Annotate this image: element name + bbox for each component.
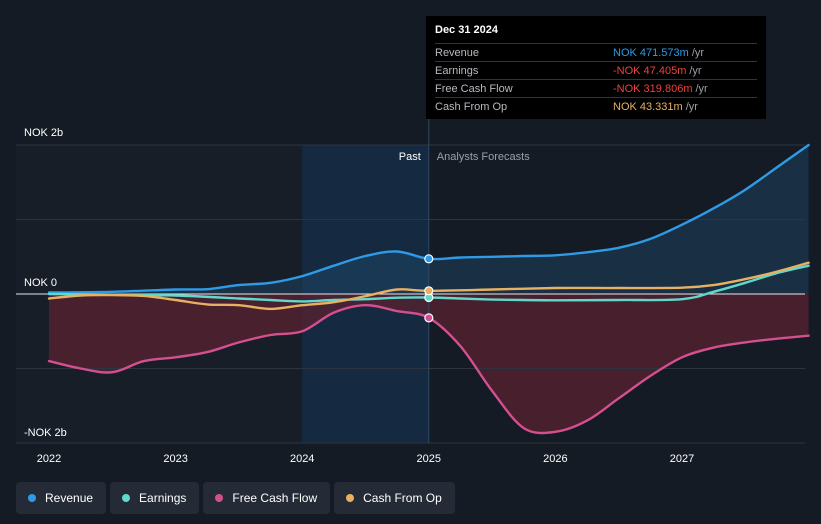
tooltip-date: Dec 31 2024 <box>435 24 498 36</box>
tooltip-value: NOK 471.573m <box>613 46 689 59</box>
tooltip-unit: /yr <box>695 82 708 95</box>
gridlines <box>16 144 805 444</box>
x-tick-2024: 2024 <box>290 453 314 465</box>
y-label-top: NOK 2b <box>24 127 63 139</box>
tooltip-value: -NOK 47.405m <box>613 64 687 77</box>
tooltip: Dec 31 2024 Revenue NOK 471.573m /yr Ear… <box>426 16 766 119</box>
revenue-marker <box>424 254 434 264</box>
legend-label: Cash From Op <box>363 491 442 505</box>
revenue-area <box>49 145 809 294</box>
legend-item-free-cash-flow[interactable]: Free Cash Flow <box>203 482 331 514</box>
tooltip-unit: /yr <box>685 100 698 113</box>
tooltip-row-revenue: Revenue NOK 471.573m /yr <box>435 43 757 61</box>
tooltip-row-free-cash-flow: Free Cash Flow -NOK 319.806m /yr <box>435 79 757 97</box>
legend-dot-icon <box>215 494 224 502</box>
forecast-label: Analysts Forecasts <box>437 151 530 163</box>
legend-item-revenue[interactable]: Revenue <box>16 482 107 514</box>
tooltip-label: Free Cash Flow <box>435 82 513 95</box>
x-tick-2025: 2025 <box>417 453 441 465</box>
legend-item-cash-from-op[interactable]: Cash From Op <box>334 482 455 514</box>
x-tick-2023: 2023 <box>163 453 187 465</box>
legend-dot-icon <box>28 494 36 502</box>
legend-dot-icon <box>346 494 355 502</box>
tooltip-row-cash-from-op: Cash From Op NOK 43.331m /yr <box>435 97 757 115</box>
tooltip-unit: /yr <box>691 46 705 59</box>
y-label-bottom: -NOK 2b <box>24 427 67 439</box>
tooltip-label: Revenue <box>435 46 480 59</box>
x-tick-2027: 2027 <box>670 453 694 465</box>
tooltip-value: -NOK 319.806m <box>613 82 693 95</box>
revenue-line <box>47 143 810 294</box>
free-cash-flow-marker <box>424 313 434 323</box>
past-label: Past <box>399 151 421 163</box>
cash-from-op-line <box>47 261 810 311</box>
legend-label: Earnings <box>139 491 187 505</box>
tooltip-label: Earnings <box>435 64 479 77</box>
tooltip-label: Cash From Op <box>435 100 508 113</box>
tooltip-row-earnings: Earnings -NOK 47.405m /yr <box>435 61 757 79</box>
x-tick-2026: 2026 <box>543 453 567 465</box>
x-axis-ticks: 2022 2023 2024 2025 2026 2027 <box>37 453 694 465</box>
y-label-zero: NOK 0 <box>24 277 57 289</box>
legend: Revenue Earnings Free Cash Flow Cash Fro… <box>16 482 455 516</box>
x-tick-2022: 2022 <box>37 453 61 465</box>
series-markers <box>424 254 434 323</box>
legend-label: Free Cash Flow <box>232 491 318 505</box>
legend-dot-icon <box>122 494 131 502</box>
earnings-line <box>47 264 810 303</box>
legend-item-earnings[interactable]: Earnings <box>110 482 200 514</box>
legend-label: Revenue <box>45 491 94 505</box>
tooltip-value: NOK 43.331m <box>613 100 683 113</box>
tooltip-unit: /yr <box>689 64 702 77</box>
cash-from-op-marker <box>424 286 434 296</box>
